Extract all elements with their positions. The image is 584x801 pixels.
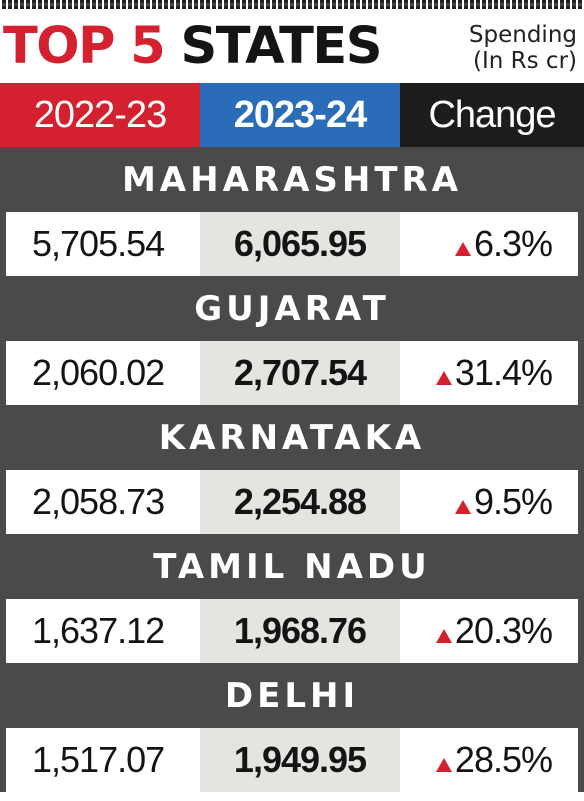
change-value: 9.5%: [473, 481, 553, 522]
title-accent: TOP 5: [3, 17, 166, 76]
table-row: 5,705.54 6,065.95 6.3%: [0, 212, 584, 276]
table-row: 2,058.73 2,254.88 9.5%: [0, 470, 584, 534]
value-2023-24: 6,065.95: [200, 212, 400, 276]
up-triangle-icon: [435, 758, 452, 772]
up-triangle-icon: [454, 500, 471, 514]
change-value: 31.4%: [454, 352, 553, 393]
column-header-2023-24: 2023-24: [200, 83, 400, 147]
state-name-band: KARNATAKA: [0, 405, 584, 470]
value-2022-23: 1,517.07: [6, 728, 200, 792]
value-2023-24: 2,254.88: [200, 470, 400, 534]
table-row: 1,637.12 1,968.76 20.3%: [0, 599, 584, 663]
change-cell: 31.4%: [400, 341, 578, 405]
value-2022-23: 1,637.12: [6, 599, 200, 663]
states-table: MAHARASHTRA 5,705.54 6,065.95 6.3% GUJARAT 2,…: [0, 147, 584, 792]
subtitle-line-1: Spending: [468, 22, 577, 48]
up-triangle-icon: [435, 629, 452, 643]
value-2022-23: 2,058.73: [6, 470, 200, 534]
state-name-band: DELHI: [0, 663, 584, 728]
subtitle-line-2: (In Rs cr): [473, 48, 577, 74]
column-header-2022-23: 2022-23: [0, 83, 200, 147]
value-2023-24: 1,968.76: [200, 599, 400, 663]
title-rest: STATES: [180, 17, 383, 76]
page-title: TOP 5 STATES: [3, 14, 383, 80]
change-cell: 6.3%: [400, 212, 578, 276]
column-header-change: Change: [400, 83, 584, 147]
table-row: 2,060.02 2,707.54 31.4%: [0, 341, 584, 405]
change-value: 28.5%: [454, 739, 553, 780]
value-2023-24: 1,949.95: [200, 728, 400, 792]
top-decorative-strip: [0, 0, 584, 9]
state-name-band: MAHARASHTRA: [0, 147, 584, 212]
state-name-band: GUJARAT: [0, 276, 584, 341]
change-value: 20.3%: [454, 610, 553, 651]
change-cell: 20.3%: [400, 599, 578, 663]
up-triangle-icon: [454, 242, 471, 256]
value-2022-23: 5,705.54: [6, 212, 200, 276]
change-value: 6.3%: [473, 223, 553, 264]
state-name-band: TAMIL NADU: [0, 534, 584, 599]
value-2022-23: 2,060.02: [6, 341, 200, 405]
change-cell: 9.5%: [400, 470, 578, 534]
subtitle: Spending (In Rs cr): [427, 22, 577, 74]
table-row: 1,517.07 1,949.95 28.5%: [0, 728, 584, 792]
change-cell: 28.5%: [400, 728, 578, 792]
value-2023-24: 2,707.54: [200, 341, 400, 405]
up-triangle-icon: [435, 371, 452, 385]
column-header-row: 2022-23 2023-24 Change: [0, 83, 584, 147]
